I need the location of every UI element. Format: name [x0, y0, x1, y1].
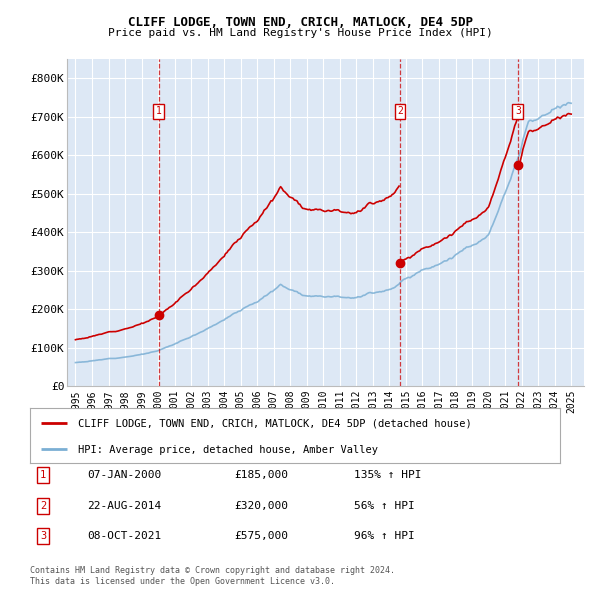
Text: £320,000: £320,000	[234, 501, 288, 510]
Text: 2: 2	[40, 501, 46, 510]
Text: HPI: Average price, detached house, Amber Valley: HPI: Average price, detached house, Ambe…	[77, 445, 377, 455]
Text: 96% ↑ HPI: 96% ↑ HPI	[354, 532, 415, 541]
Text: Price paid vs. HM Land Registry's House Price Index (HPI): Price paid vs. HM Land Registry's House …	[107, 28, 493, 38]
Text: 1: 1	[155, 106, 161, 116]
Text: This data is licensed under the Open Government Licence v3.0.: This data is licensed under the Open Gov…	[30, 577, 335, 586]
Text: 1: 1	[40, 470, 46, 480]
Text: 22-AUG-2014: 22-AUG-2014	[87, 501, 161, 510]
Text: CLIFF LODGE, TOWN END, CRICH, MATLOCK, DE4 5DP (detached house): CLIFF LODGE, TOWN END, CRICH, MATLOCK, D…	[77, 419, 472, 429]
Text: £575,000: £575,000	[234, 532, 288, 541]
Text: 2: 2	[397, 106, 403, 116]
Text: 07-JAN-2000: 07-JAN-2000	[87, 470, 161, 480]
Text: CLIFF LODGE, TOWN END, CRICH, MATLOCK, DE4 5DP: CLIFF LODGE, TOWN END, CRICH, MATLOCK, D…	[128, 16, 473, 29]
Text: Contains HM Land Registry data © Crown copyright and database right 2024.: Contains HM Land Registry data © Crown c…	[30, 566, 395, 575]
Text: £185,000: £185,000	[234, 470, 288, 480]
Text: 3: 3	[40, 532, 46, 541]
Text: 08-OCT-2021: 08-OCT-2021	[87, 532, 161, 541]
Text: 3: 3	[515, 106, 521, 116]
Text: 135% ↑ HPI: 135% ↑ HPI	[354, 470, 421, 480]
Text: 56% ↑ HPI: 56% ↑ HPI	[354, 501, 415, 510]
